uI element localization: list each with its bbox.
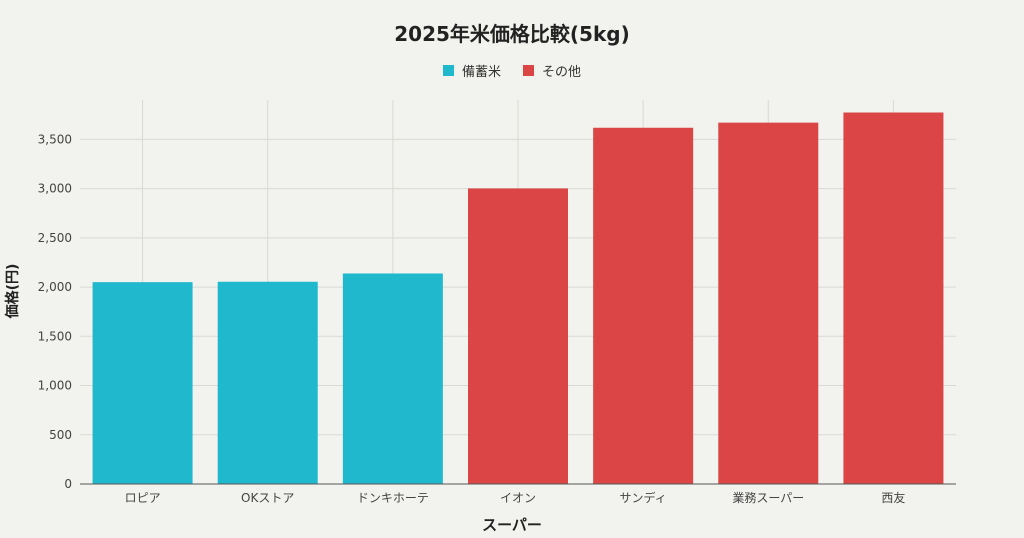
legend-label-other: その他 [542, 65, 582, 80]
y-tick-label: 1,500 [38, 329, 72, 343]
y-tick-label: 1,000 [38, 379, 72, 393]
bar [92, 282, 193, 484]
legend-item-other[interactable]: その他 [523, 61, 581, 80]
y-tick-label: 2,500 [38, 231, 72, 245]
legend-swatch-other [523, 65, 534, 76]
bar [718, 122, 819, 485]
y-tick-label: 500 [49, 428, 72, 442]
legend: 備蓄米 その他 [0, 61, 1024, 80]
bar [468, 188, 568, 484]
bar [342, 273, 443, 484]
y-tick-label: 2,000 [38, 280, 72, 294]
x-tick-label: OKストア [241, 491, 294, 505]
bar [843, 112, 944, 485]
x-axis-title: スーパー [482, 516, 542, 534]
x-tick-label: イオン [500, 491, 536, 505]
x-tick-label: 業務スーパー [732, 491, 804, 505]
x-tick-label: ロピア [125, 491, 161, 505]
x-tick-label: 西友 [881, 491, 905, 505]
bar [593, 127, 694, 485]
legend-label-stockpile: 備蓄米 [461, 65, 501, 80]
y-axis-title: 価格(円) [5, 263, 21, 319]
x-tick-label: ドンキホーテ [357, 491, 429, 505]
bar [217, 281, 318, 484]
y-tick-label: 3,000 [38, 182, 72, 196]
y-tick-label: 0 [64, 477, 72, 491]
legend-swatch-stockpile [442, 65, 454, 76]
x-tick-label: サンディ [620, 490, 667, 505]
chart-title: 2025年米価格比較(5kg) [394, 22, 630, 46]
y-tick-label: 3,500 [38, 132, 72, 146]
legend-item-stockpile[interactable]: 備蓄米 [442, 61, 501, 80]
